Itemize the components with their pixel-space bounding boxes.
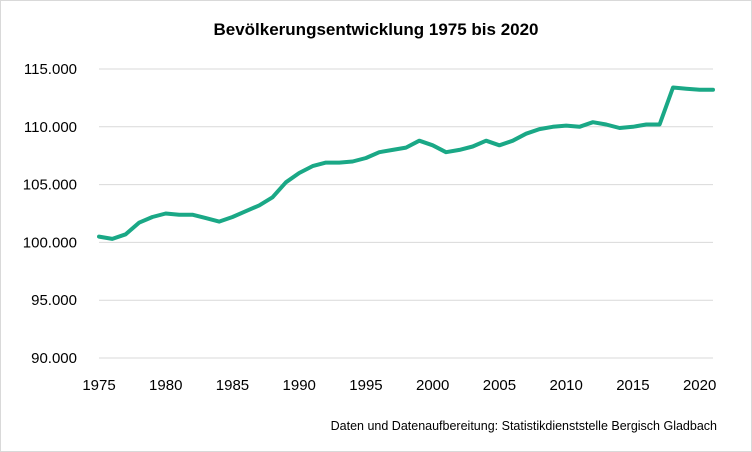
series-line	[97, 85, 715, 241]
x-tick-label: 2000	[416, 377, 449, 394]
y-tick-label: 95.000	[31, 292, 77, 309]
source-note: Daten und Datenaufbereitung: Statistikdi…	[330, 419, 717, 433]
x-tick-label: 1990	[283, 377, 316, 394]
y-tick-label: 105.000	[23, 177, 77, 194]
x-tick-label: 2015	[616, 377, 649, 394]
y-tick-label: 115.000	[24, 61, 77, 78]
y-tick-label: 90.000	[31, 350, 77, 367]
x-tick-label: 2010	[549, 377, 582, 394]
x-tick-label: 2020	[683, 377, 716, 394]
x-tick-label: 1995	[349, 377, 382, 394]
y-tick-label: 110.000	[24, 119, 77, 136]
y-tick-label: 100.000	[23, 234, 77, 251]
x-tick-label: 1980	[149, 377, 182, 394]
chart-title: Bevölkerungsentwicklung 1975 bis 2020	[213, 20, 539, 39]
x-tick-label: 1985	[216, 377, 249, 394]
x-tick-label: 2005	[483, 377, 516, 394]
x-tick-label: 1975	[82, 377, 115, 394]
